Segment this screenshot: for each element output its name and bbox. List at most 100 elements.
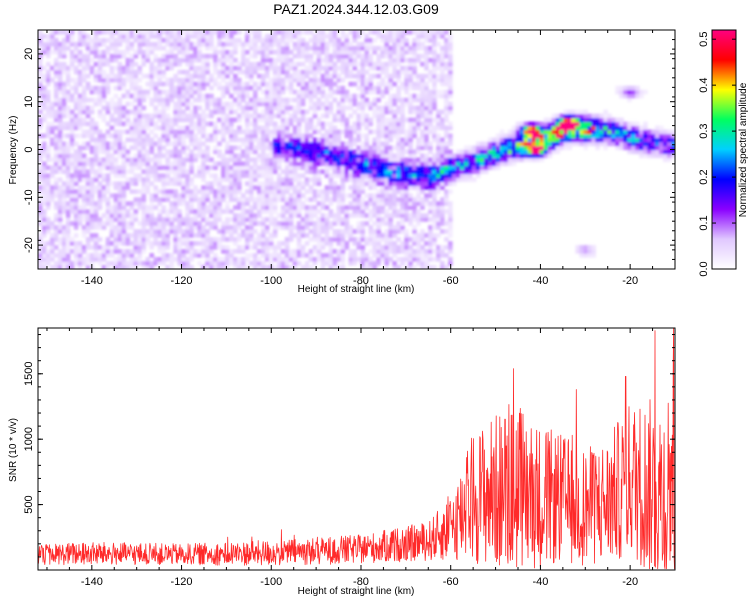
heatmap-cell <box>280 117 286 123</box>
heatmap-cell <box>197 57 202 63</box>
heatmap-cell <box>380 221 385 226</box>
heatmap-cell <box>320 217 326 222</box>
heatmap-cell <box>276 65 282 71</box>
heatmap-cell <box>507 153 513 159</box>
heatmap-cell <box>237 137 242 143</box>
heatmap-cell <box>221 69 226 75</box>
heatmap-cell <box>467 149 473 155</box>
heatmap-cell <box>348 169 354 174</box>
heatmap-cell <box>181 217 186 222</box>
heatmap-cell <box>121 233 127 238</box>
heatmap-cell <box>348 233 354 238</box>
heatmap-cell <box>157 89 163 95</box>
heatmap-cell <box>420 245 425 250</box>
heatmap-cell <box>300 153 306 159</box>
heatmap-cell <box>201 65 206 71</box>
heatmap-cell <box>288 225 294 230</box>
heatmap-cell <box>260 77 266 83</box>
heatmap-cell <box>117 149 123 155</box>
heatmap-cell <box>53 109 59 115</box>
heatmap-cell <box>49 41 55 47</box>
heatmap-cell <box>97 253 103 258</box>
heatmap-cell <box>165 57 170 63</box>
heatmap-cell <box>109 153 115 159</box>
heatmap-cell <box>256 209 262 214</box>
heatmap-cell <box>57 229 63 234</box>
heatmap-cell <box>328 245 334 250</box>
heatmap-cell <box>181 185 186 190</box>
heatmap-cell <box>300 205 306 210</box>
heatmap-cell <box>396 37 401 43</box>
heatmap-cell <box>49 30 55 35</box>
heatmap-cell <box>173 129 178 135</box>
heatmap-cell <box>137 121 143 127</box>
heatmap-cell <box>428 69 433 75</box>
heatmap-cell <box>245 61 250 67</box>
heatmap-cell <box>93 30 99 35</box>
heatmap-cell <box>428 77 433 83</box>
heatmap-cell <box>348 30 354 35</box>
heatmap-cell <box>448 101 453 107</box>
heatmap-cell <box>197 81 202 87</box>
heatmap-cell <box>53 261 59 266</box>
heatmap-cell <box>177 37 182 43</box>
heatmap-cell <box>177 213 182 218</box>
heatmap-cell <box>292 145 298 151</box>
heatmap-cell <box>41 245 47 250</box>
heatmap-cell <box>69 189 75 194</box>
heatmap-cell <box>65 145 71 151</box>
heatmap-cell <box>376 89 381 95</box>
heatmap-cell <box>312 153 318 159</box>
heatmap-cell <box>312 257 318 262</box>
heatmap-cell <box>328 109 334 115</box>
heatmap-cell <box>352 93 358 99</box>
heatmap-cell <box>209 113 214 119</box>
heatmap-cell <box>404 49 409 55</box>
heatmap-cell <box>428 117 433 123</box>
heatmap-cell <box>284 77 290 83</box>
heatmap-cell <box>324 69 330 75</box>
heatmap-cell <box>276 129 282 135</box>
heatmap-cell <box>328 149 334 155</box>
heatmap-cell <box>388 165 393 171</box>
heatmap-cell <box>300 149 306 155</box>
heatmap-cell <box>169 81 174 87</box>
heatmap-cell <box>245 73 250 79</box>
heatmap-cell <box>61 153 67 159</box>
heatmap-cell <box>543 125 549 131</box>
heatmap-cell <box>141 149 147 155</box>
heatmap-cell <box>444 30 449 35</box>
heatmap-cell <box>300 225 306 230</box>
heatmap-cell <box>312 209 318 214</box>
heatmap-cell <box>364 133 370 139</box>
heatmap-cell <box>237 201 242 206</box>
heatmap-cell <box>117 33 123 39</box>
heatmap-cell <box>173 201 178 206</box>
heatmap-cell <box>93 89 99 95</box>
heatmap-cell <box>396 229 401 234</box>
heatmap-cell <box>205 217 210 222</box>
heatmap-cell <box>157 261 163 266</box>
heatmap-cell <box>392 33 397 39</box>
heatmap-cell <box>380 141 385 147</box>
heatmap-cell <box>432 30 437 35</box>
heatmap-cell <box>113 181 119 186</box>
heatmap-cell <box>185 241 190 246</box>
heatmap-cell <box>276 225 282 230</box>
heatmap-cell <box>201 133 206 139</box>
heatmap-cell <box>380 33 385 39</box>
heatmap-cell <box>105 261 111 266</box>
heatmap-cell <box>404 205 409 210</box>
heatmap-cell <box>328 33 334 39</box>
heatmap-cell <box>149 30 155 35</box>
heatmap-cell <box>332 233 338 238</box>
heatmap-cell <box>201 245 206 250</box>
heatmap-cell <box>396 61 401 67</box>
heatmap-cell <box>252 81 258 87</box>
heatmap-cell <box>328 265 334 269</box>
heatmap-cell <box>280 97 286 103</box>
heatmap-cell <box>296 181 302 186</box>
heatmap-cell <box>117 233 123 238</box>
heatmap-cell <box>169 169 174 174</box>
heatmap-cell <box>360 93 366 99</box>
